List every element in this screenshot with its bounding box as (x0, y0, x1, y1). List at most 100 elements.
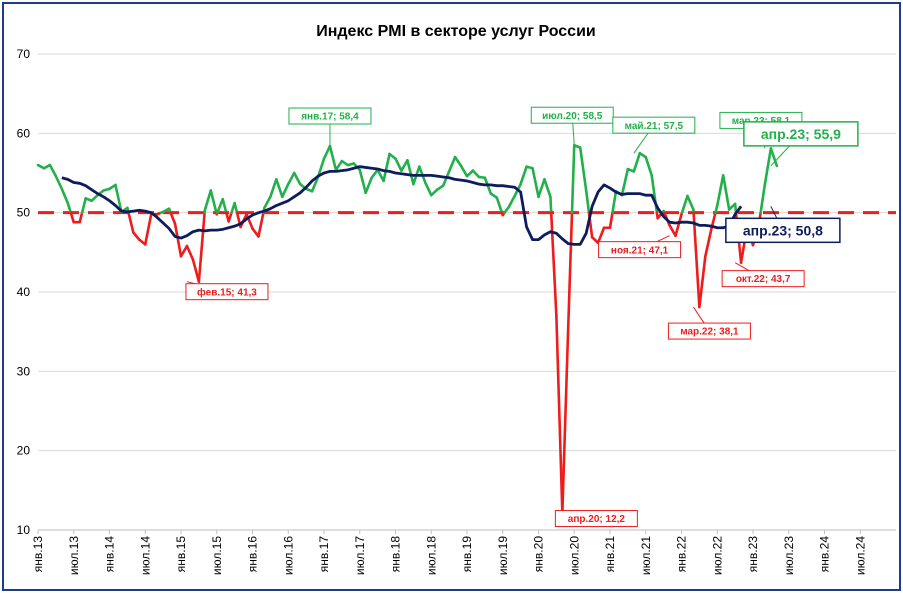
pmi-segment (759, 182, 767, 214)
x-tick-label: янв.16 (246, 536, 260, 573)
annotation-label: май.21; 57,5 (625, 121, 684, 132)
pmi-segment (549, 211, 558, 318)
pmi-segment (280, 182, 290, 199)
y-tick-label: 40 (17, 285, 31, 299)
pmi-segment (692, 211, 701, 309)
pmi-segment (173, 222, 183, 258)
pmi-segment (132, 231, 141, 241)
annotation-box (288, 107, 372, 125)
pmi-segment (90, 193, 99, 203)
pmi-segment (668, 224, 677, 237)
pmi-segment (447, 155, 457, 173)
pmi-segment (566, 211, 574, 326)
x-tick-label: июл.18 (424, 536, 438, 575)
x-tick-label: июл.13 (67, 536, 81, 575)
annotation-box (612, 116, 696, 134)
x-tick-label: янв.22 (675, 536, 689, 573)
pmi-segment (459, 164, 469, 178)
x-tick-label: июл.24 (853, 536, 867, 575)
pmi-segment (495, 196, 504, 214)
pmi-segment (769, 147, 779, 168)
pmi-segment (570, 143, 576, 214)
x-tick-label: янв.14 (103, 536, 117, 573)
pmi-segment (310, 175, 320, 193)
pmi-segment (704, 228, 713, 258)
x-tick-label: янв.13 (31, 536, 45, 573)
annotation-box (721, 270, 805, 288)
pmi-segment (322, 144, 332, 161)
pmi-segment (376, 168, 385, 183)
pmi-segment (127, 211, 135, 234)
y-tick-label: 20 (17, 444, 31, 458)
pmi-segment (286, 171, 296, 186)
pmi-segment (216, 197, 225, 214)
pmi-segment (292, 171, 302, 186)
pmi-segment (358, 168, 368, 195)
y-axis: 10 20 30 40 50 60 70 (17, 47, 31, 537)
pmi-segment (316, 157, 326, 179)
pmi-segment (60, 187, 70, 205)
x-tick-label: янв.21 (603, 536, 617, 573)
x-axis: янв.13 июл.13 янв.14 июл.14 янв.15 июл.15 янв.… (31, 530, 867, 575)
pmi-segment (245, 212, 254, 230)
x-tick-label: июл.17 (353, 536, 367, 575)
annotation-label: июл.20; 58,5 (542, 111, 603, 122)
pmi-segment (453, 155, 463, 168)
pmi-segment (143, 212, 153, 246)
annotation-label: янв.17; 58,4 (301, 112, 359, 123)
pmi-segment (549, 195, 553, 214)
pmi-segment (66, 201, 73, 214)
pmi-segment (233, 201, 239, 214)
pmi-segment (543, 178, 552, 199)
y-tick-label: 70 (17, 47, 31, 61)
pmi-segment (48, 163, 58, 178)
annotation-label: апр.23; 55,9 (761, 126, 841, 142)
pmi-segment (394, 157, 403, 172)
pmi-segment (275, 178, 284, 199)
annotation-box (530, 106, 614, 124)
pmi-segment (423, 181, 433, 197)
pmi-segment (69, 211, 76, 224)
pmi-segment (578, 146, 588, 192)
pmi-segment (227, 211, 233, 223)
pmi-segment (263, 195, 272, 210)
y-tick-label: 60 (17, 126, 31, 140)
pmi-segment (674, 212, 683, 237)
annotation-label: фев.15; 41,3 (197, 286, 257, 298)
pmi-segment (328, 144, 338, 172)
pmi-segment (620, 167, 630, 197)
pmi-segment (596, 226, 606, 245)
pmi-segment (471, 169, 481, 179)
x-tick-label: янв.18 (389, 536, 403, 573)
annotation-box (725, 217, 841, 244)
pmi-segment (537, 178, 546, 199)
annotation-label: окт.22; 43,7 (736, 274, 791, 285)
pmi-segment (715, 174, 725, 207)
x-tick-label: июл.14 (138, 536, 152, 575)
annotation-label: апр.23; 50,8 (743, 222, 823, 238)
pmi-segment (632, 151, 642, 173)
pmi-segment (561, 323, 570, 514)
y-tick-label: 50 (17, 206, 31, 220)
pmi-segment (465, 169, 475, 178)
annotation-box (598, 241, 682, 259)
pmi-segment (78, 211, 84, 224)
y-tick-label: 30 (17, 364, 31, 378)
x-tick-label: янв.15 (174, 536, 188, 573)
pmi-segment (555, 314, 564, 514)
annotation-box (185, 283, 269, 301)
pmi-segment (611, 189, 618, 214)
x-tick-label: июл.19 (496, 536, 510, 575)
pmi-segment (257, 211, 265, 238)
pmi-segment (114, 183, 123, 214)
pmi-segment (54, 174, 64, 191)
pmi-segment (406, 159, 415, 186)
x-tick-label: июл.16 (281, 536, 295, 575)
x-tick-label: янв.17 (317, 536, 331, 573)
pmi-segment (169, 211, 177, 226)
annotation-box (554, 510, 638, 528)
pmi-segment (197, 211, 206, 283)
pmi-segment (370, 168, 379, 180)
x-tick-label: июл.20 (567, 536, 581, 575)
annotation-box (667, 322, 751, 340)
